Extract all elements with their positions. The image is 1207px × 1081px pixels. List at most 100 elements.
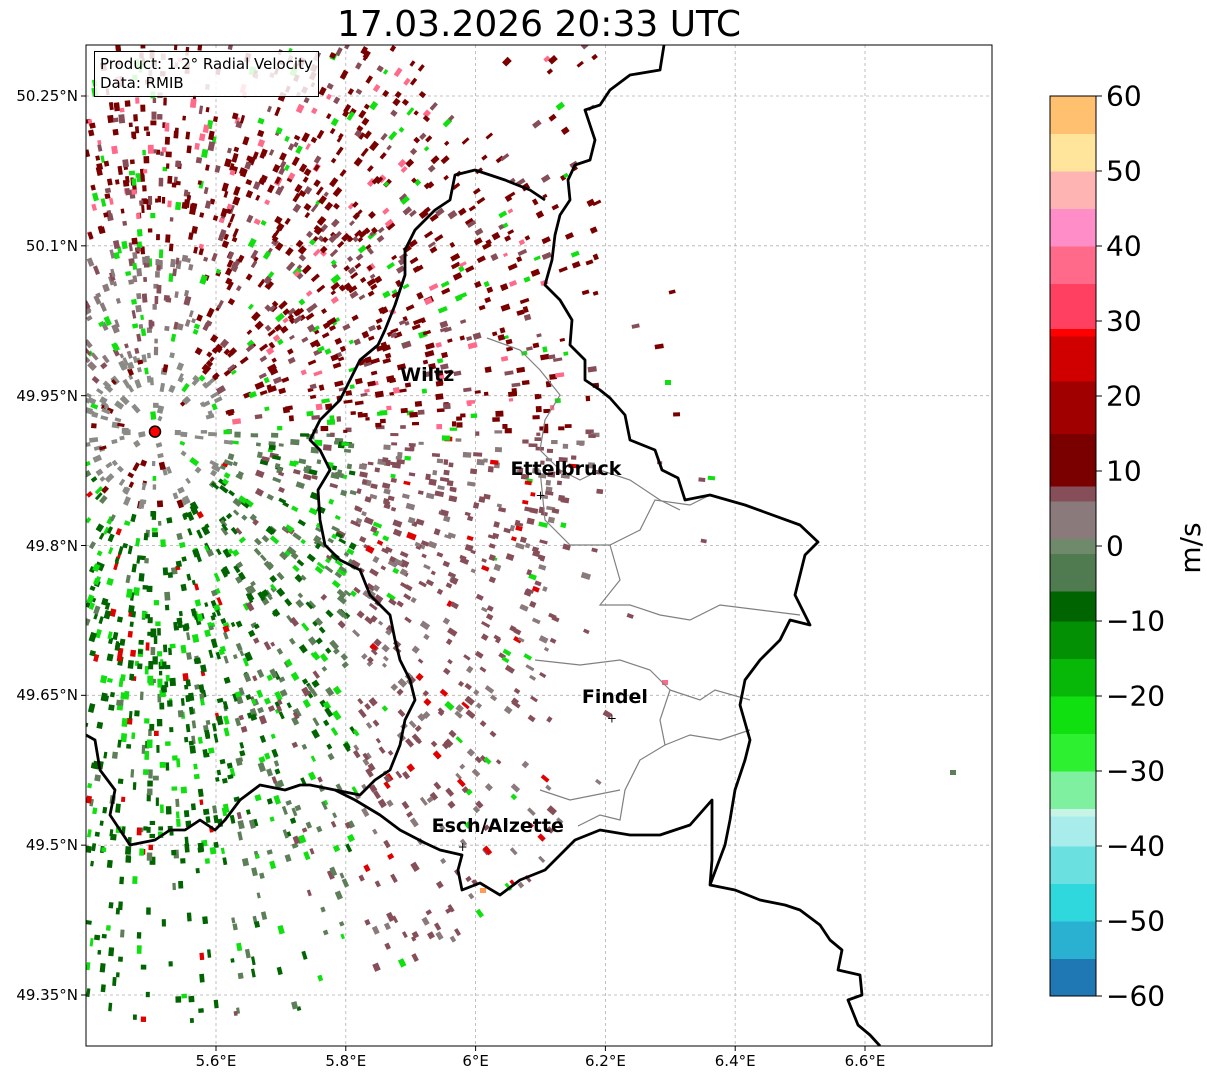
velocity-gate xyxy=(376,234,385,243)
velocity-gate xyxy=(98,616,104,625)
velocity-gate xyxy=(86,469,92,478)
velocity-gate xyxy=(519,297,530,305)
velocity-gate xyxy=(162,567,169,576)
velocity-gate xyxy=(230,621,236,628)
velocity-gate xyxy=(116,655,123,662)
velocity-gate xyxy=(519,536,527,544)
velocity-gate xyxy=(551,439,558,445)
velocity-gate xyxy=(370,483,378,490)
velocity-gate xyxy=(330,273,341,284)
velocity-gate xyxy=(296,559,305,567)
velocity-gate xyxy=(128,374,134,381)
velocity-gate xyxy=(382,207,390,215)
velocity-gate xyxy=(470,468,478,475)
velocity-gate xyxy=(341,232,351,242)
velocity-gate xyxy=(544,490,554,496)
velocity-gate xyxy=(219,338,230,349)
velocity-gate xyxy=(356,125,364,133)
velocity-gate xyxy=(245,499,254,508)
velocity-gate xyxy=(267,184,275,194)
velocity-gate xyxy=(202,808,210,816)
velocity-gate xyxy=(313,534,322,544)
velocity-gate xyxy=(184,319,191,328)
info-box: Product: 1.2° Radial Velocity Data: RMIB xyxy=(94,51,319,97)
velocity-gate xyxy=(86,354,91,364)
colorbar-tick-label: −50 xyxy=(1106,904,1166,938)
velocity-gate xyxy=(511,382,521,388)
velocity-gate xyxy=(485,132,494,140)
velocity-gate xyxy=(254,320,264,330)
velocity-gate xyxy=(508,279,518,287)
velocity-gate xyxy=(179,440,186,446)
velocity-gate xyxy=(346,833,356,843)
velocity-gate xyxy=(146,352,151,359)
velocity-gate xyxy=(405,502,416,511)
velocity-gate xyxy=(434,370,444,377)
velocity-gate xyxy=(358,412,368,418)
velocity-gate xyxy=(90,476,98,483)
velocity-gate xyxy=(375,317,383,324)
velocity-gate xyxy=(386,144,392,151)
velocity-gate xyxy=(437,305,448,314)
velocity-gate xyxy=(86,617,91,626)
velocity-gate xyxy=(156,234,160,241)
velocity-gate xyxy=(543,427,549,434)
velocity-gate xyxy=(119,353,125,359)
radar-site-marker[interactable] xyxy=(148,425,162,438)
velocity-gate xyxy=(278,185,285,193)
velocity-gate xyxy=(474,280,482,289)
velocity-gate xyxy=(441,435,451,441)
colorbar-tick-label: 10 xyxy=(1106,454,1142,488)
velocity-gate xyxy=(403,77,411,86)
velocity-gate xyxy=(328,233,338,244)
velocity-gate xyxy=(406,531,417,541)
velocity-gate xyxy=(135,97,140,104)
velocity-gate xyxy=(109,608,117,617)
velocity-gate xyxy=(296,272,304,280)
velocity-gate xyxy=(177,710,184,718)
velocity-gate xyxy=(141,354,147,363)
velocity-gate xyxy=(370,226,378,234)
velocity-gate xyxy=(146,793,151,802)
velocity-gate xyxy=(172,882,176,891)
velocity-gate xyxy=(418,90,427,99)
velocity-gate xyxy=(337,620,346,629)
velocity-gate xyxy=(310,203,319,213)
velocity-gate xyxy=(181,201,189,210)
velocity-gate xyxy=(118,956,123,962)
velocity-gate xyxy=(513,687,521,695)
velocity-gate xyxy=(257,762,266,773)
map-plot-area[interactable]: +++ xyxy=(82,41,992,1046)
velocity-gate xyxy=(372,521,383,529)
velocity-gate xyxy=(276,587,286,597)
colorbar-segment xyxy=(1050,591,1096,622)
velocity-gate xyxy=(307,636,317,646)
velocity-gate xyxy=(104,383,114,393)
velocity-gate xyxy=(461,701,470,710)
velocity-gate xyxy=(93,294,102,305)
velocity-gate xyxy=(352,729,360,737)
velocity-gate xyxy=(516,309,525,316)
velocity-gate xyxy=(204,731,211,738)
velocity-gate xyxy=(307,359,317,366)
velocity-gate xyxy=(461,137,470,145)
velocity-gate xyxy=(164,136,170,145)
velocity-gate xyxy=(86,845,92,853)
velocity-gate xyxy=(176,323,184,331)
velocity-gate xyxy=(345,843,353,853)
velocity-gate xyxy=(271,748,279,758)
velocity-gate xyxy=(259,554,267,562)
velocity-gate xyxy=(591,53,598,61)
velocity-gate xyxy=(562,543,571,551)
velocity-gate xyxy=(531,617,541,625)
velocity-gate xyxy=(346,111,355,121)
velocity-gate xyxy=(175,798,180,808)
velocity-gate xyxy=(372,828,378,835)
velocity-gate xyxy=(409,147,418,156)
velocity-gate xyxy=(230,526,239,535)
velocity-gate xyxy=(309,847,315,855)
velocity-gate xyxy=(94,934,101,941)
velocity-gate xyxy=(124,343,129,349)
velocity-gate xyxy=(316,284,326,293)
velocity-gate xyxy=(558,266,568,273)
